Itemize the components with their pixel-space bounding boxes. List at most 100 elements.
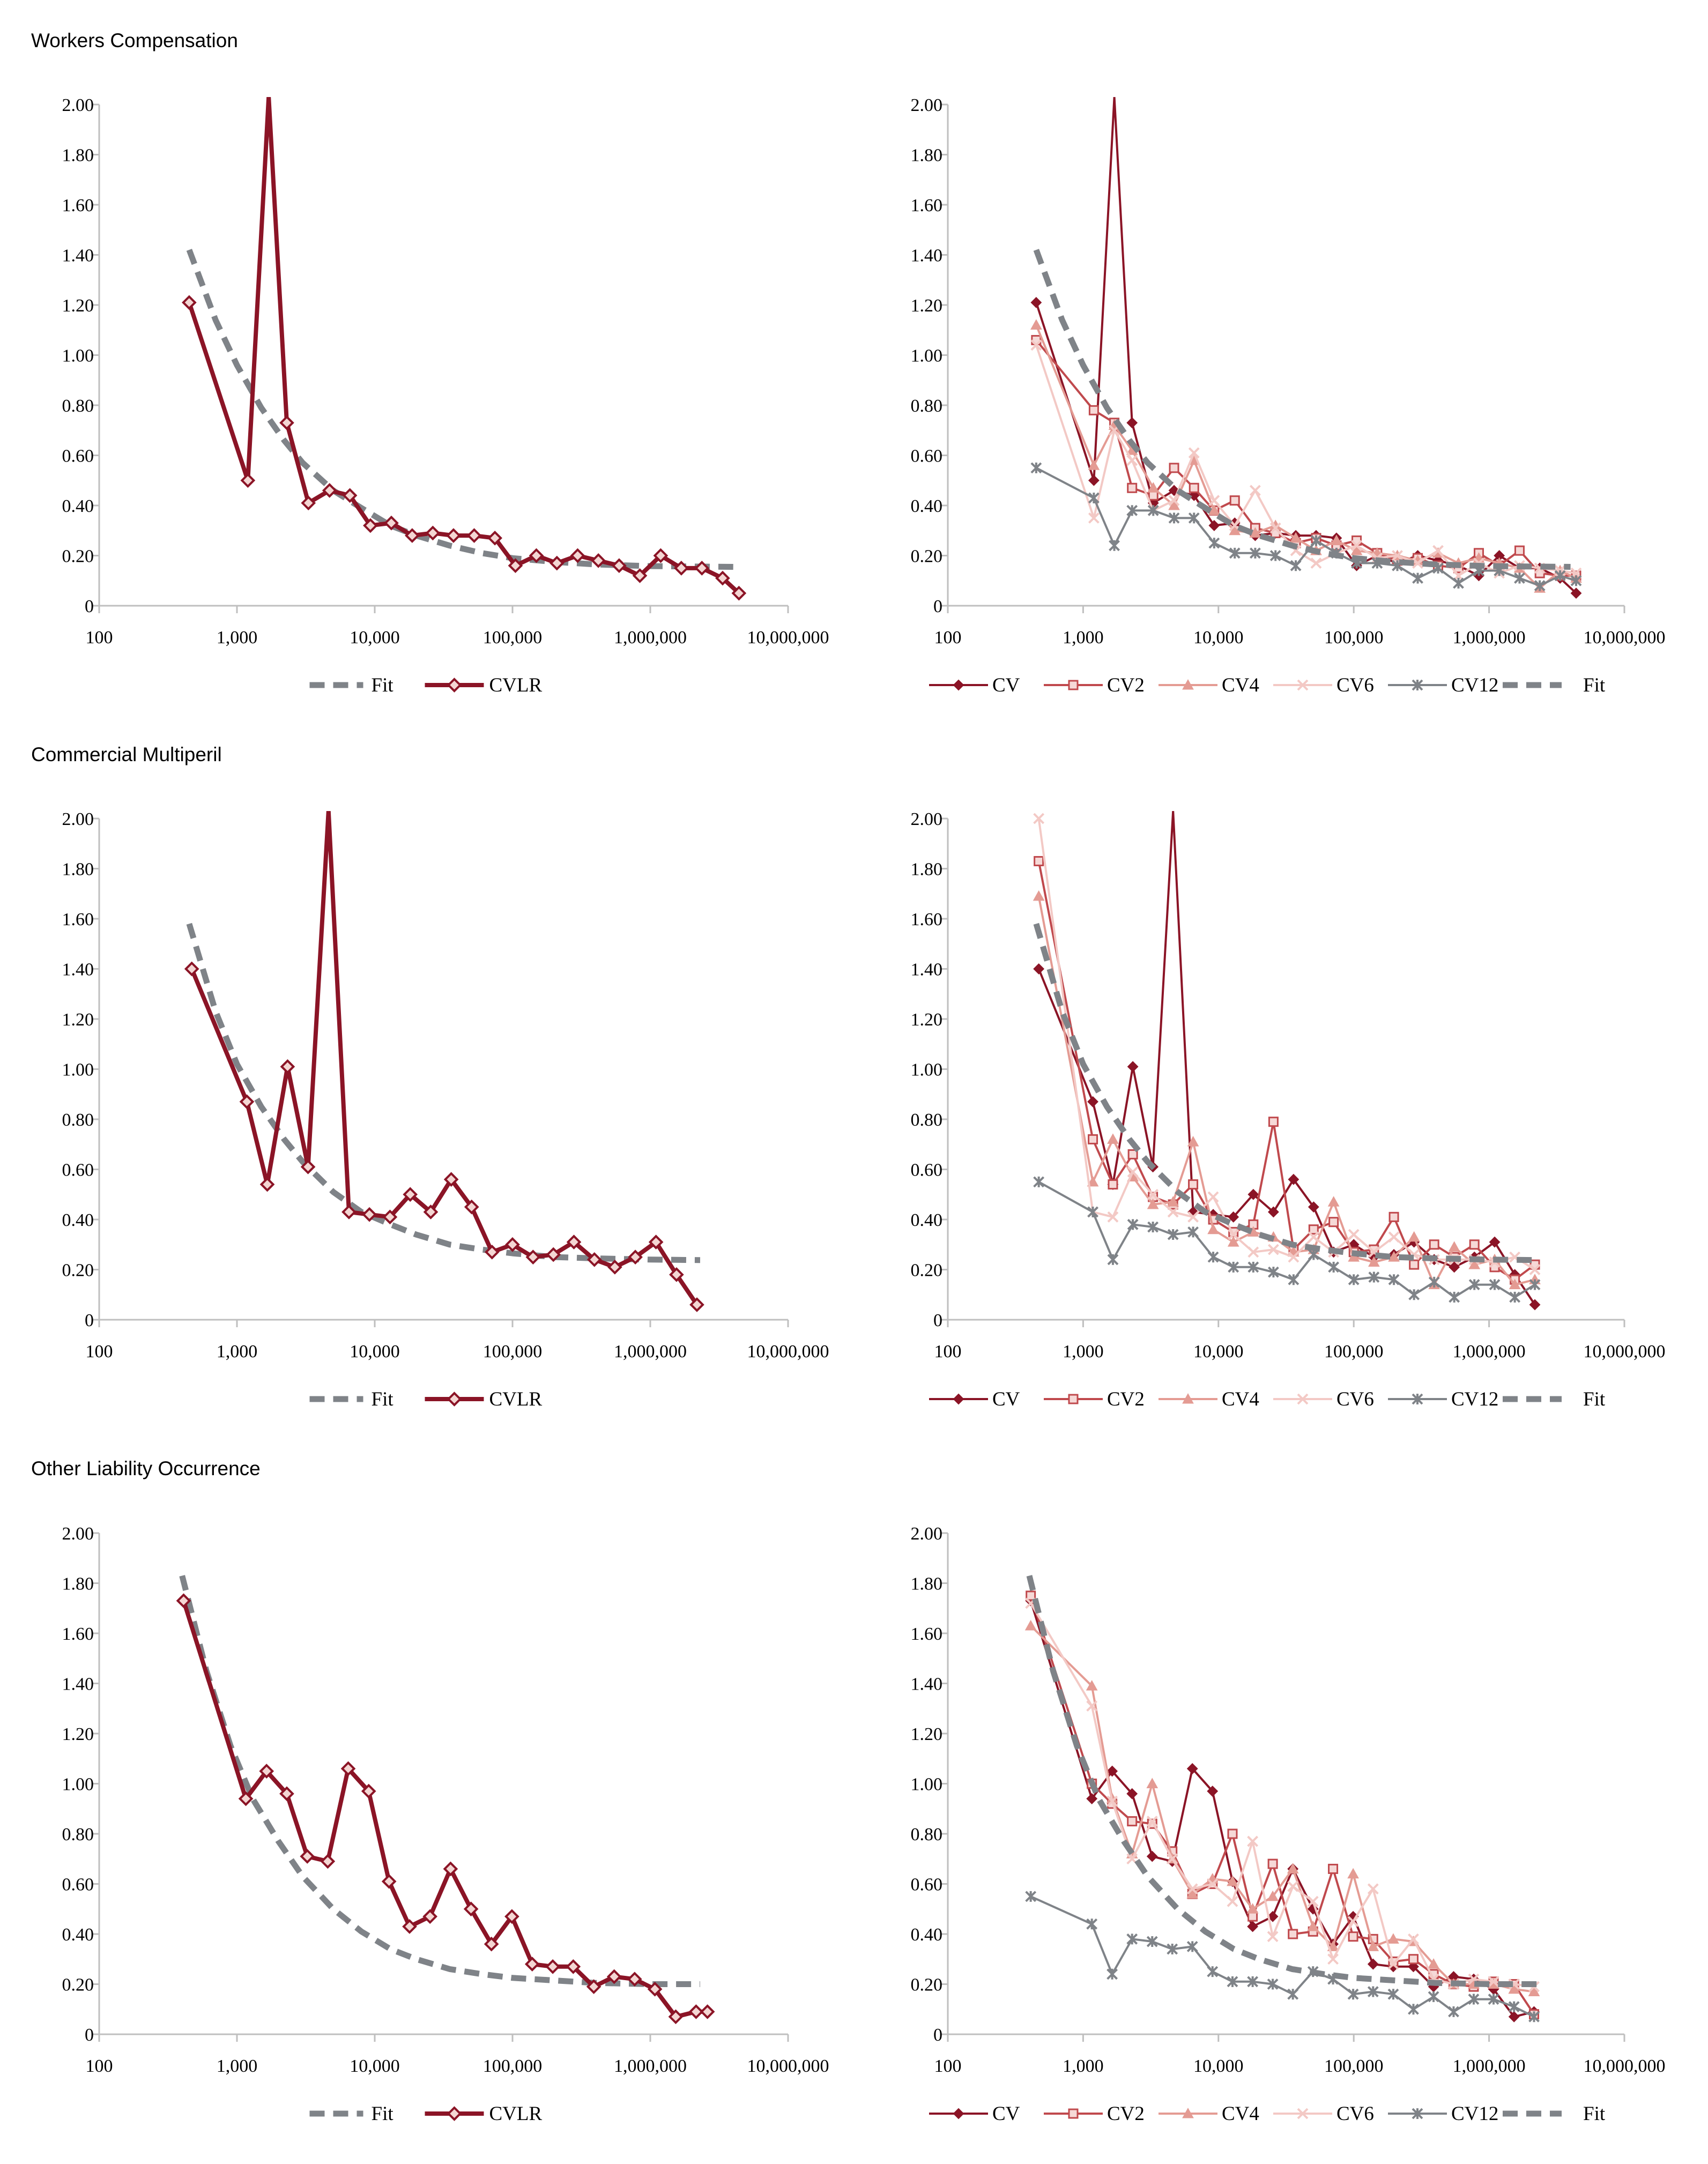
data-point-cv6 <box>1167 1853 1178 1865</box>
data-point-cv12 <box>1186 1940 1198 1952</box>
data-point-cv6 <box>1030 339 1042 351</box>
data-point-cv4 <box>1208 504 1220 515</box>
y-tick-label: 0.40 <box>62 1925 94 1945</box>
legend-marker-cvlr <box>447 1392 462 1407</box>
data-point-cvlr <box>322 483 337 498</box>
data-point-cvlr <box>320 1854 336 1869</box>
data-point-cv6 <box>1388 1231 1400 1243</box>
y-tick-label: 2.00 <box>911 95 943 115</box>
panel-workers-compensation-cvlr: 0 0.20 0.40 0.60 0.80 1.00 1.20 1.40 1.60 1.80 2.0… <box>62 95 829 696</box>
data-point-cvlr <box>340 1761 356 1776</box>
data-point-cv12 <box>1188 512 1200 524</box>
y-tick-label: 1.80 <box>62 146 94 166</box>
data-point-cv6 <box>1307 1895 1319 1907</box>
data-point-cv12 <box>1267 1979 1279 1990</box>
legend-label-fit: Fit <box>372 674 394 696</box>
data-point-cvlr <box>525 1250 541 1265</box>
x-tick-label: 100,000 <box>1324 2056 1384 2076</box>
section-title-other-liability-occurrence: Other Liability Occurrence <box>31 1457 261 1479</box>
data-point-cv12 <box>1167 1943 1178 1955</box>
data-point-cv2 <box>1026 1590 1036 1601</box>
y-tick-label: 2.00 <box>911 809 943 829</box>
y-tick-label: 0.80 <box>911 1110 943 1130</box>
legend-marker-cv6 <box>1297 1393 1309 1405</box>
data-point-cv <box>1033 963 1045 975</box>
y-tick-label: 0.40 <box>911 496 943 516</box>
data-point-cv6 <box>1387 1958 1399 1970</box>
panel-commercial-multiperil-cvlr: 0 0.20 0.40 0.60 0.80 1.00 1.20 1.40 1.60 1.80 2.0… <box>62 809 829 1410</box>
legend-marker-cv <box>953 2108 964 2120</box>
data-point-cv12 <box>1187 1226 1199 1238</box>
legend: Fit CVLR <box>309 1388 543 1410</box>
data-point-cv12 <box>1529 1279 1541 1290</box>
series-line-fit <box>1026 1575 1538 1987</box>
series-cv12 <box>1030 462 1582 592</box>
data-point-cv6 <box>1188 447 1200 459</box>
data-point-cv4 <box>1528 1985 1540 1997</box>
y-tick-label: 0.60 <box>62 1161 94 1180</box>
data-point-cvlr <box>627 1972 642 1987</box>
data-point-cvlr <box>653 548 669 563</box>
data-point-cv6 <box>1186 1883 1198 1895</box>
data-point-cv <box>1228 1211 1239 1223</box>
data-point-cv12 <box>1514 572 1525 584</box>
data-point-cv6 <box>1168 495 1180 507</box>
data-point-cv <box>1267 1206 1279 1218</box>
data-point-cv12 <box>1412 572 1423 584</box>
y-tick-label: 0.40 <box>911 1925 943 1945</box>
data-point-cv4 <box>1249 527 1261 538</box>
data-point-cvlr <box>384 515 399 531</box>
data-point-cv12 <box>1453 577 1464 589</box>
data-point-cv6 <box>1287 1880 1299 1892</box>
x-tick-label: 100,000 <box>483 628 543 648</box>
series-line-cv6 <box>1029 1602 1534 1988</box>
data-point-cv6 <box>1088 512 1100 524</box>
data-point-cv6 <box>1228 1229 1239 1240</box>
y-tick-label: 0.80 <box>62 1110 94 1130</box>
data-point-cv12 <box>1207 1251 1219 1263</box>
data-point-cv4 <box>1327 1196 1340 1207</box>
y-tick-label: 1.40 <box>62 1675 94 1694</box>
data-point-cv6 <box>1086 1700 1098 1712</box>
y-tick-label: 1.40 <box>911 1675 943 1694</box>
data-point-cvlr <box>591 553 606 568</box>
section-title-workers-compensation: Workers Compensation <box>31 29 238 51</box>
data-point-cv6 <box>1208 495 1220 507</box>
data-point-cv12 <box>1147 1221 1159 1233</box>
data-point-cvlr <box>363 518 378 533</box>
data-point-cv6 <box>1249 485 1261 496</box>
data-point-cv2 <box>1229 495 1240 506</box>
data-point-cvlr <box>545 1959 560 1974</box>
data-point-cv12 <box>1127 1218 1139 1230</box>
legend-label-fit: Fit <box>1583 2103 1606 2125</box>
series-line-cv <box>1035 97 1577 594</box>
legend-marker-cv12 <box>1412 679 1423 691</box>
x-tick-label: 100,000 <box>483 1342 543 1362</box>
y-tick-label: 1.00 <box>911 1775 943 1795</box>
y-tick-label: 0.80 <box>62 1825 94 1845</box>
data-point-cv12 <box>1126 1933 1138 1945</box>
x-tick-label: 10,000,000 <box>1584 628 1666 648</box>
data-point-cv12 <box>1025 1891 1037 1902</box>
x-tick-label: 1,000,000 <box>1453 2056 1526 2076</box>
legend-label-cvlr: CVLR <box>489 674 543 696</box>
series-fit <box>1033 249 1571 570</box>
data-point-cvlr <box>279 415 294 430</box>
data-point-cv4 <box>1030 319 1042 330</box>
data-point-cvlr <box>300 1159 316 1174</box>
data-point-cvlr <box>422 1909 437 1924</box>
y-tick-label: 1.40 <box>911 246 943 266</box>
data-point-cv <box>1288 1173 1299 1185</box>
data-point-cv2 <box>1308 1224 1319 1235</box>
data-point-cv12 <box>1088 492 1100 504</box>
data-point-cv4 <box>1107 1133 1119 1144</box>
data-point-cv6 <box>1207 1191 1219 1203</box>
series-fit <box>1026 1575 1538 1987</box>
data-point-cvlr <box>464 1199 479 1215</box>
data-point-cvlr <box>182 295 197 310</box>
data-point-cvlr <box>694 561 710 576</box>
legend: Fit CVLR <box>309 2103 543 2125</box>
x-tick-label: 100 <box>934 628 962 648</box>
y-tick-label: 2.00 <box>62 1524 94 1544</box>
legend-label-cv2: CV2 <box>1107 1388 1145 1410</box>
